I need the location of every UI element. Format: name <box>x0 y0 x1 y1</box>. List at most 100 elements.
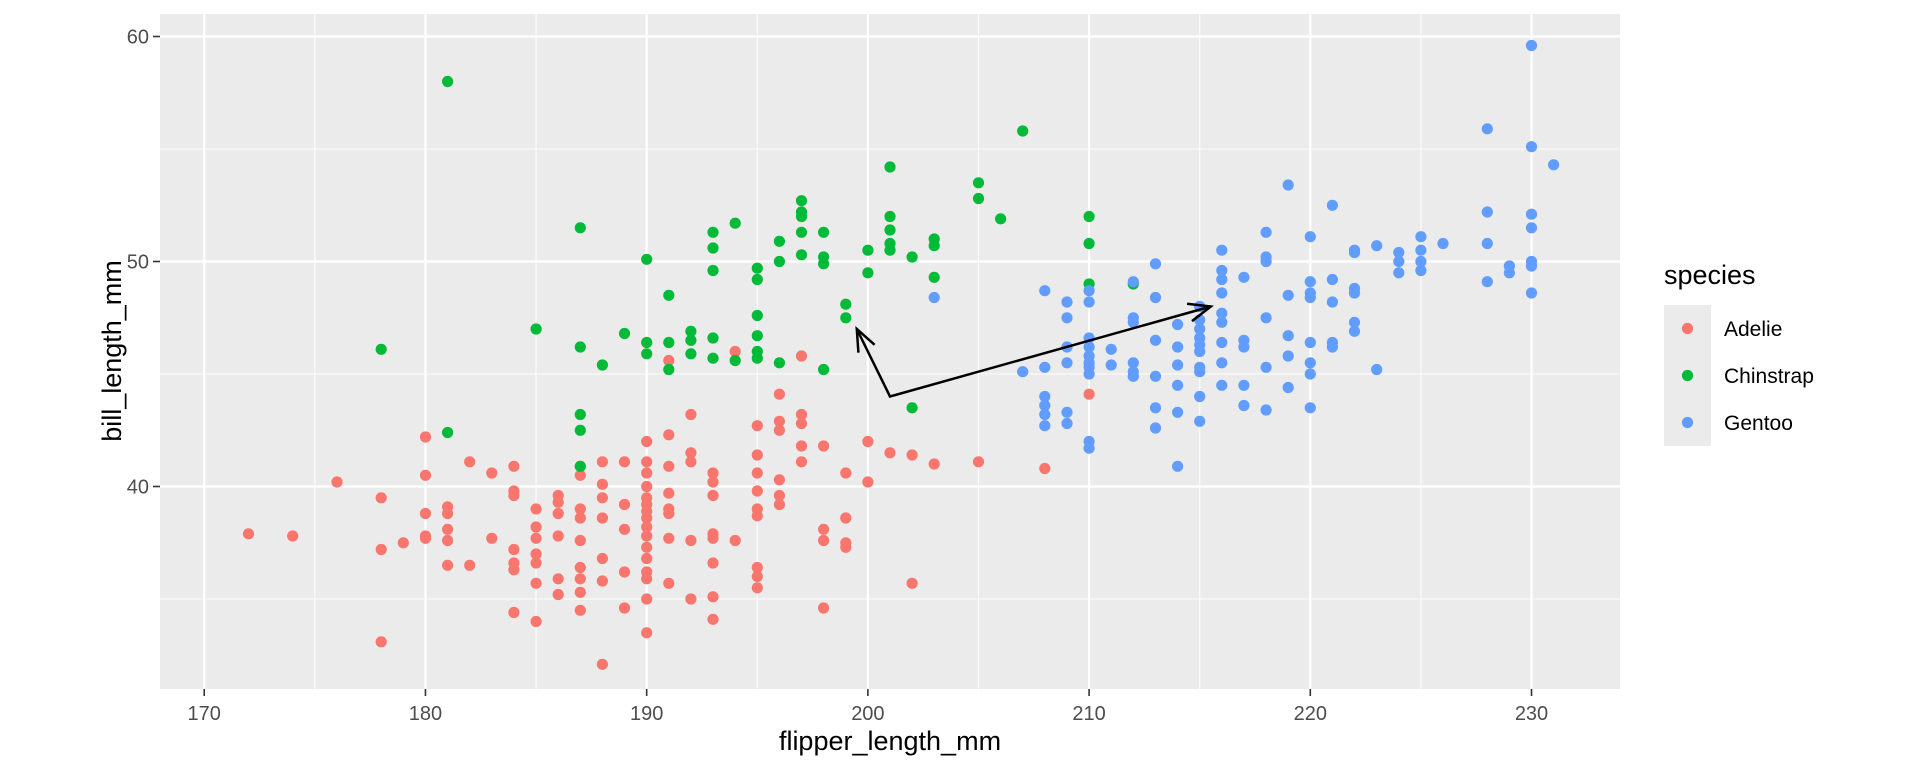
point-adelie <box>795 408 808 421</box>
point-chinstrap <box>574 408 586 421</box>
point-gentoo <box>1039 390 1051 403</box>
point-adelie <box>773 498 786 511</box>
data-points <box>242 39 1560 670</box>
point-gentoo <box>1348 287 1361 299</box>
point-chinstrap <box>795 210 808 223</box>
point-adelie <box>508 564 520 576</box>
point-gentoo <box>1348 325 1361 337</box>
point-gentoo <box>1083 285 1095 297</box>
point-adelie <box>552 588 564 601</box>
point-chinstrap <box>641 348 653 360</box>
point-adelie <box>419 469 432 481</box>
point-gentoo <box>1194 390 1206 403</box>
point-adelie <box>596 492 609 504</box>
point-gentoo <box>1304 336 1316 349</box>
point-gentoo <box>1525 208 1538 220</box>
point-adelie <box>751 467 763 479</box>
point-gentoo <box>1326 273 1338 286</box>
y-tick-label: 60 <box>127 27 149 49</box>
point-adelie <box>552 530 564 542</box>
point-gentoo <box>1348 316 1361 328</box>
point-adelie <box>751 582 763 594</box>
point-chinstrap <box>729 354 741 367</box>
legend-label-adelie: Adelie <box>1724 318 1782 341</box>
point-adelie <box>685 456 697 468</box>
point-adelie <box>751 561 763 574</box>
point-gentoo <box>1393 255 1405 268</box>
point-gentoo <box>1304 276 1316 288</box>
legend-title: species <box>1664 260 1756 290</box>
point-chinstrap <box>862 244 874 256</box>
point-gentoo <box>1238 399 1250 412</box>
point-chinstrap <box>707 264 719 277</box>
point-gentoo <box>1149 402 1162 414</box>
point-adelie <box>840 512 852 524</box>
point-adelie <box>840 467 852 479</box>
point-adelie <box>419 532 432 544</box>
annotation-arrows <box>855 302 1214 398</box>
point-adelie <box>530 557 542 569</box>
point-adelie <box>773 415 786 427</box>
point-adelie <box>375 636 387 648</box>
point-gentoo <box>1194 366 1206 378</box>
point-chinstrap <box>751 352 763 364</box>
point-adelie <box>773 424 786 436</box>
point-gentoo <box>1282 330 1294 342</box>
legend-label-chinstrap: Chinstrap <box>1724 365 1814 388</box>
point-chinstrap <box>530 323 542 335</box>
point-gentoo <box>1415 244 1427 256</box>
point-adelie <box>530 503 542 515</box>
point-adelie <box>663 354 675 367</box>
point-gentoo <box>1393 267 1405 279</box>
point-adelie <box>508 489 520 502</box>
point-adelie <box>840 541 852 553</box>
point-gentoo <box>1172 318 1184 331</box>
point-adelie <box>751 420 763 432</box>
point-gentoo <box>1415 264 1427 277</box>
point-adelie <box>818 440 830 452</box>
point-chinstrap <box>442 75 454 88</box>
point-chinstrap <box>641 336 653 349</box>
point-gentoo <box>1172 406 1184 418</box>
point-adelie <box>552 507 564 520</box>
point-adelie <box>641 435 653 448</box>
point-adelie <box>552 496 564 508</box>
point-chinstrap <box>972 192 985 205</box>
point-chinstrap <box>818 363 830 376</box>
point-gentoo <box>1260 255 1272 268</box>
point-chinstrap <box>751 273 763 286</box>
x-tick-label: 190 <box>630 703 663 725</box>
point-gentoo <box>1304 231 1316 243</box>
point-adelie <box>818 534 830 547</box>
point-chinstrap <box>1083 237 1095 250</box>
point-adelie <box>663 577 675 589</box>
point-gentoo <box>1216 357 1228 369</box>
point-adelie <box>552 573 564 585</box>
point-chinstrap <box>685 348 697 360</box>
point-adelie <box>574 512 586 524</box>
point-adelie <box>685 447 697 459</box>
point-gentoo <box>1260 312 1272 324</box>
point-adelie <box>464 559 476 571</box>
arrowhead <box>855 326 876 353</box>
point-gentoo <box>1525 141 1538 153</box>
point-gentoo <box>1216 307 1228 319</box>
point-gentoo <box>1525 39 1538 52</box>
x-tick-label: 230 <box>1515 703 1548 725</box>
point-chinstrap <box>663 289 675 301</box>
x-axis-title: flipper_length_mm <box>779 726 1001 756</box>
point-chinstrap <box>928 240 940 252</box>
point-chinstrap <box>795 226 808 238</box>
point-chinstrap <box>1017 125 1029 137</box>
point-adelie <box>641 512 653 524</box>
x-axis-ticks: 170 180 190 200 210 220 230 <box>188 689 1548 725</box>
point-adelie <box>641 552 653 565</box>
point-adelie <box>464 456 476 468</box>
point-gentoo <box>1260 404 1272 416</box>
point-gentoo <box>1415 231 1427 243</box>
point-gentoo <box>1304 368 1316 380</box>
point-gentoo <box>1503 267 1515 279</box>
point-gentoo <box>1525 287 1538 299</box>
point-adelie <box>530 577 542 589</box>
